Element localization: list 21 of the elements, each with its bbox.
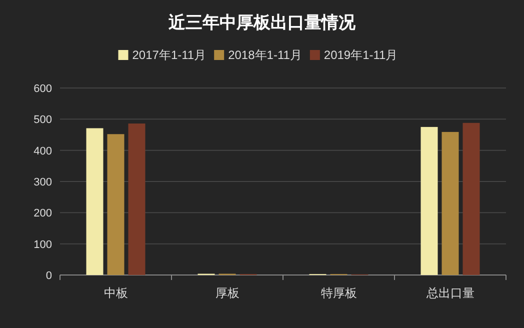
chart-title: 近三年中厚板出口量情况	[168, 13, 356, 32]
legend-label: 2019年1-11月	[324, 48, 398, 62]
y-tick-label: 500	[34, 114, 52, 126]
x-tick-label: 中板	[104, 286, 128, 300]
y-tick-label: 600	[34, 83, 52, 95]
y-tick-label: 400	[34, 145, 52, 158]
bar	[442, 132, 459, 275]
bar	[86, 128, 104, 275]
legend-label: 2017年1-11月	[132, 48, 206, 62]
bar	[462, 122, 480, 275]
x-tick-label: 厚板	[215, 286, 240, 300]
y-tick-label: 300	[34, 176, 52, 188]
legend-label: 2018年1-11月	[228, 48, 302, 62]
bar	[420, 126, 438, 275]
y-tick-label: 200	[34, 208, 52, 220]
y-tick-label: 100	[34, 238, 52, 251]
bar	[128, 124, 146, 275]
y-tick-label: 0	[46, 270, 52, 282]
bar	[107, 134, 124, 275]
x-tick-label: 特厚板	[320, 286, 357, 300]
x-tick-label: 总出口量	[425, 286, 474, 300]
